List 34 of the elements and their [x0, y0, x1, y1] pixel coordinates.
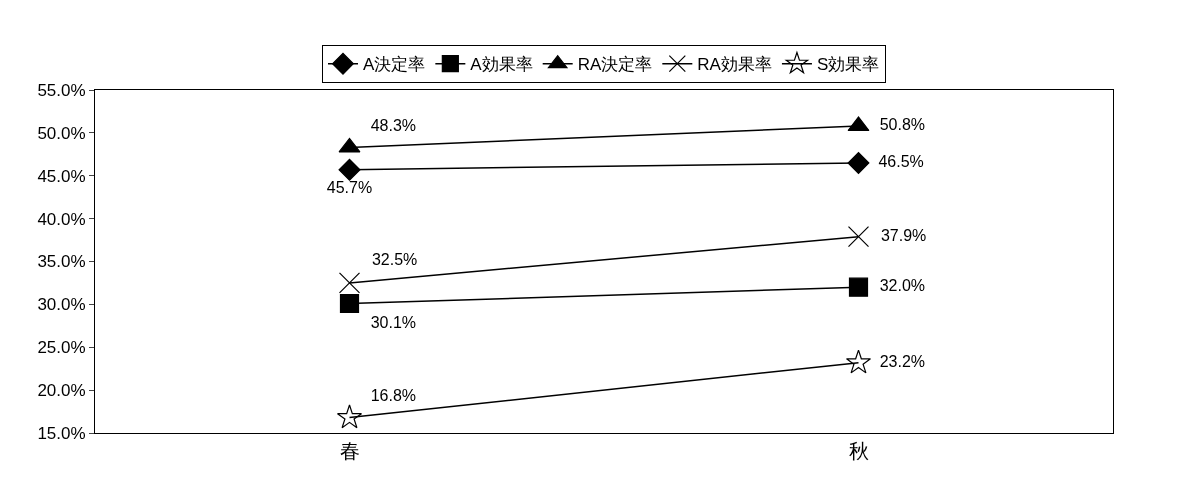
data-label: 50.8% — [870, 116, 934, 134]
legend-label: A効果率 — [470, 55, 533, 75]
point — [336, 404, 363, 429]
y-tick-label: 30.0% — [37, 295, 86, 315]
legend-label: A決定率 — [363, 55, 426, 75]
y-tick-label: 40.0% — [37, 209, 86, 229]
data-label: 45.7% — [317, 178, 382, 196]
point — [847, 151, 870, 174]
data-label: 46.5% — [869, 152, 933, 170]
data-label: 32.0% — [870, 277, 934, 295]
point — [338, 158, 361, 181]
point — [339, 293, 360, 314]
legend-label: RA決定率 — [577, 55, 653, 75]
data-label: 16.8% — [361, 387, 425, 405]
x-tick-label: 秋 — [848, 440, 869, 462]
x-tick-label: 春 — [339, 440, 360, 462]
data-label: 48.3% — [361, 117, 425, 135]
y-tick-label: 20.0% — [37, 381, 86, 401]
data-label: 37.9% — [872, 226, 936, 244]
y-tick-label: 25.0% — [37, 338, 86, 358]
data-label: 23.2% — [870, 352, 934, 370]
point — [847, 226, 870, 248]
data-label: 32.5% — [363, 251, 427, 269]
point — [845, 349, 872, 374]
point — [848, 277, 869, 297]
y-tick-label: 15.0% — [37, 423, 86, 443]
legend-label: RA効果率 — [697, 55, 772, 75]
point — [338, 272, 361, 294]
y-tick-label: 55.0% — [37, 80, 86, 100]
y-tick-label: 35.0% — [37, 252, 86, 272]
y-tick-label: 50.0% — [37, 123, 86, 143]
legend-label: S効果率 — [816, 55, 880, 75]
y-tick-label: 45.0% — [37, 166, 86, 186]
data-label: 30.1% — [361, 313, 425, 331]
